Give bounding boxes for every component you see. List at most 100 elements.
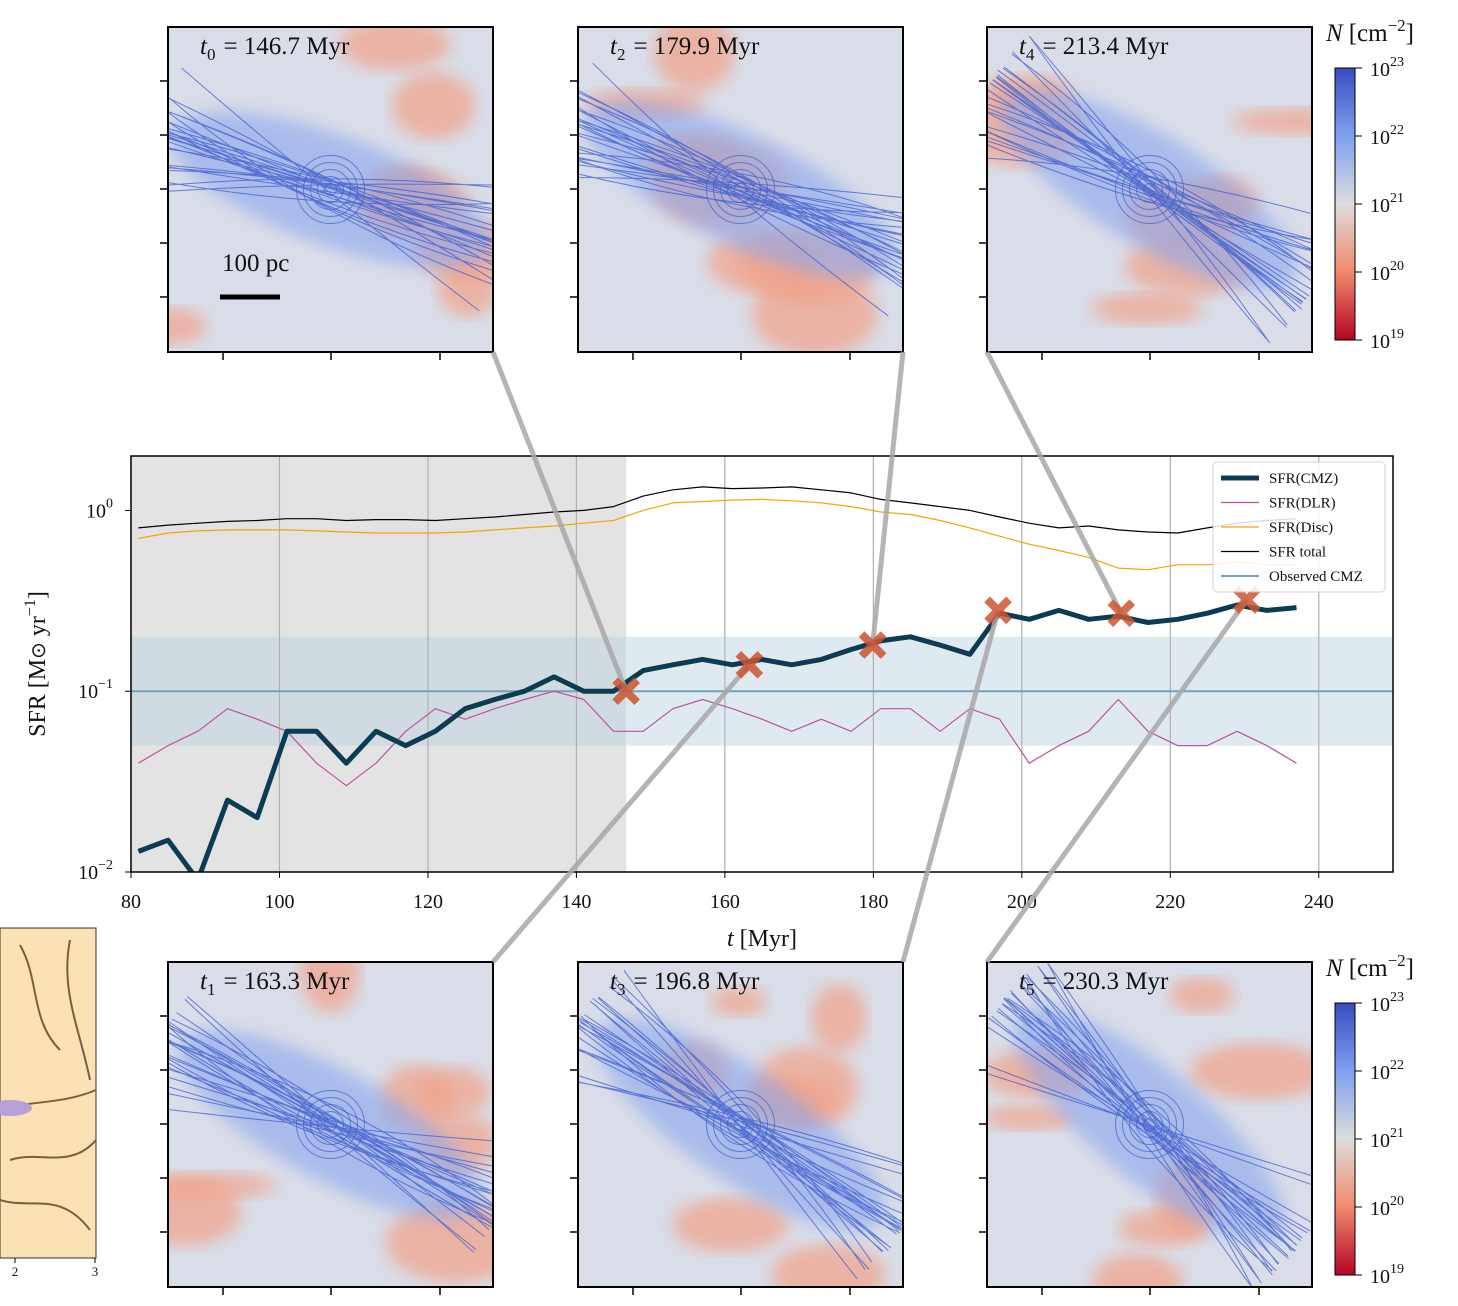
panel-label: t1= 163.3 Myr xyxy=(200,968,350,999)
low-density xyxy=(1169,978,1234,1013)
legend: SFR(CMZ)SFR(DLR)SFR(Disc)SFR totalObserv… xyxy=(1213,462,1385,592)
cb-close: ] xyxy=(1406,20,1414,47)
panel-text: = 179.9 Myr xyxy=(633,33,760,60)
cb-tick-label: 1023 xyxy=(1370,990,1404,1016)
legend-label: SFR(DLR) xyxy=(1269,496,1336,512)
cb-exponent: 23 xyxy=(1390,55,1404,70)
cb-base: 10 xyxy=(1370,1062,1390,1084)
side-tick-label: 2 xyxy=(12,1264,19,1279)
panel-label: t5= 230.3 Myr xyxy=(1019,968,1169,999)
panel-label: t2= 179.9 Myr xyxy=(610,33,760,64)
cb-exponent: 21 xyxy=(1390,191,1404,206)
x-tick-label: 160 xyxy=(710,891,740,913)
panel: t3= 196.8 Myr xyxy=(552,962,930,1305)
y-label-close: ] xyxy=(25,591,51,599)
low-density xyxy=(419,1067,490,1115)
cb-var: N xyxy=(1325,955,1344,982)
panel-text: = 230.3 Myr xyxy=(1042,968,1169,995)
y-tick-exp: −2 xyxy=(98,858,113,873)
cb-var: N xyxy=(1325,20,1344,47)
panel-sub: 0 xyxy=(207,45,216,64)
y-tick-exp: 0 xyxy=(106,496,113,511)
cb-exponent: 23 xyxy=(1390,990,1404,1005)
cb-base: 10 xyxy=(1370,994,1390,1016)
colorbar-scale xyxy=(1335,1003,1355,1275)
cb-tick-label: 1021 xyxy=(1370,191,1404,217)
x-tick-label: 220 xyxy=(1155,891,1185,913)
panel-text: = 146.7 Myr xyxy=(223,33,350,60)
cb-base: 10 xyxy=(1370,1130,1390,1152)
y-tick-label: 10−2 xyxy=(78,858,113,884)
cb-exp: −2 xyxy=(1388,16,1406,35)
low-density xyxy=(672,1197,788,1252)
y-tick-base: 10 xyxy=(78,681,98,703)
panel-sub: 3 xyxy=(617,980,626,999)
panel: t1= 163.3 Myr xyxy=(128,933,524,1295)
cb-tick-label: 1020 xyxy=(1370,1194,1404,1220)
cb-close: ] xyxy=(1406,955,1414,982)
low-density xyxy=(145,1172,275,1198)
cb-tick-label: 1022 xyxy=(1370,1058,1404,1084)
x-tick-label: 80 xyxy=(121,891,141,913)
legend-label: SFR(CMZ) xyxy=(1269,471,1338,487)
panel-label: t0= 146.7 Myr xyxy=(200,33,350,64)
cb-exponent: 20 xyxy=(1390,259,1404,274)
density-map xyxy=(957,27,1371,352)
figure: SFR [M⊙yr−1] t[Myr] 80100120140160180200… xyxy=(0,0,1458,1306)
cb-unit: [cm xyxy=(1349,955,1388,982)
low-density xyxy=(1091,293,1203,324)
cb-exponent: 19 xyxy=(1390,327,1404,342)
x-tick-label: 240 xyxy=(1304,891,1334,913)
y-label-sym: ⊙ xyxy=(28,642,50,659)
cb-exponent: 20 xyxy=(1390,1194,1404,1209)
x-label-unit: [Myr] xyxy=(740,926,797,952)
cb-base: 10 xyxy=(1370,195,1390,217)
panel-text: = 196.8 Myr xyxy=(633,968,760,995)
legend-label: Observed CMZ xyxy=(1269,569,1363,585)
x-tick-label: 100 xyxy=(264,891,294,913)
panel: t2= 179.9 Myr xyxy=(546,14,934,360)
cb-exponent: 22 xyxy=(1390,123,1404,138)
legend-label: SFR total xyxy=(1269,545,1326,561)
colorbar-scale xyxy=(1335,68,1355,340)
panel-sub: 2 xyxy=(617,45,626,64)
x-label-var: t xyxy=(727,926,735,952)
density-map xyxy=(546,14,934,356)
panel: t4= 213.4 Myr xyxy=(957,27,1371,360)
y-tick-label: 100 xyxy=(86,496,113,522)
low-density xyxy=(392,72,476,138)
density-map xyxy=(965,960,1335,1306)
cb-base: 10 xyxy=(1370,331,1390,353)
side-tick-label: 3 xyxy=(92,1264,99,1279)
panel-sub: 5 xyxy=(1026,980,1035,999)
cb-base: 10 xyxy=(1370,59,1390,81)
panel-label: t3= 196.8 Myr xyxy=(610,968,760,999)
x-axis-label: t[Myr] xyxy=(727,926,797,952)
x-tick-label: 180 xyxy=(858,891,888,913)
cb-unit: [cm xyxy=(1349,20,1388,47)
cb-tick-label: 1019 xyxy=(1370,1262,1404,1288)
y-tick-label: 10−1 xyxy=(78,677,113,703)
low-density xyxy=(771,1245,885,1305)
cb-exponent: 21 xyxy=(1390,1126,1404,1141)
cb-tick-label: 1022 xyxy=(1370,123,1404,149)
cb-exponent: 19 xyxy=(1390,1262,1404,1277)
panel: t5= 230.3 Myr xyxy=(965,960,1335,1306)
density-map xyxy=(130,18,526,352)
x-tick-label: 120 xyxy=(413,891,443,913)
cb-tick-label: 1020 xyxy=(1370,259,1404,285)
low-density xyxy=(811,984,867,1052)
panel-label: t4= 213.4 Myr xyxy=(1019,33,1169,64)
cb-base: 10 xyxy=(1370,263,1390,285)
cb-base: 10 xyxy=(1370,127,1390,149)
y-tick-exp: −1 xyxy=(98,677,113,692)
side-image xyxy=(0,928,96,1258)
colorbar: N[cm−2]10231022102110201019 xyxy=(1325,16,1414,353)
colorbar-title: N[cm−2] xyxy=(1325,951,1414,982)
panel: t0= 146.7 Myr xyxy=(130,18,526,360)
y-label-text: SFR [M xyxy=(25,659,51,737)
cb-tick-label: 1023 xyxy=(1370,55,1404,81)
panel-sub: 4 xyxy=(1026,45,1035,64)
cb-base: 10 xyxy=(1370,1198,1390,1220)
scale-bar-label: 100 pc xyxy=(222,250,289,277)
